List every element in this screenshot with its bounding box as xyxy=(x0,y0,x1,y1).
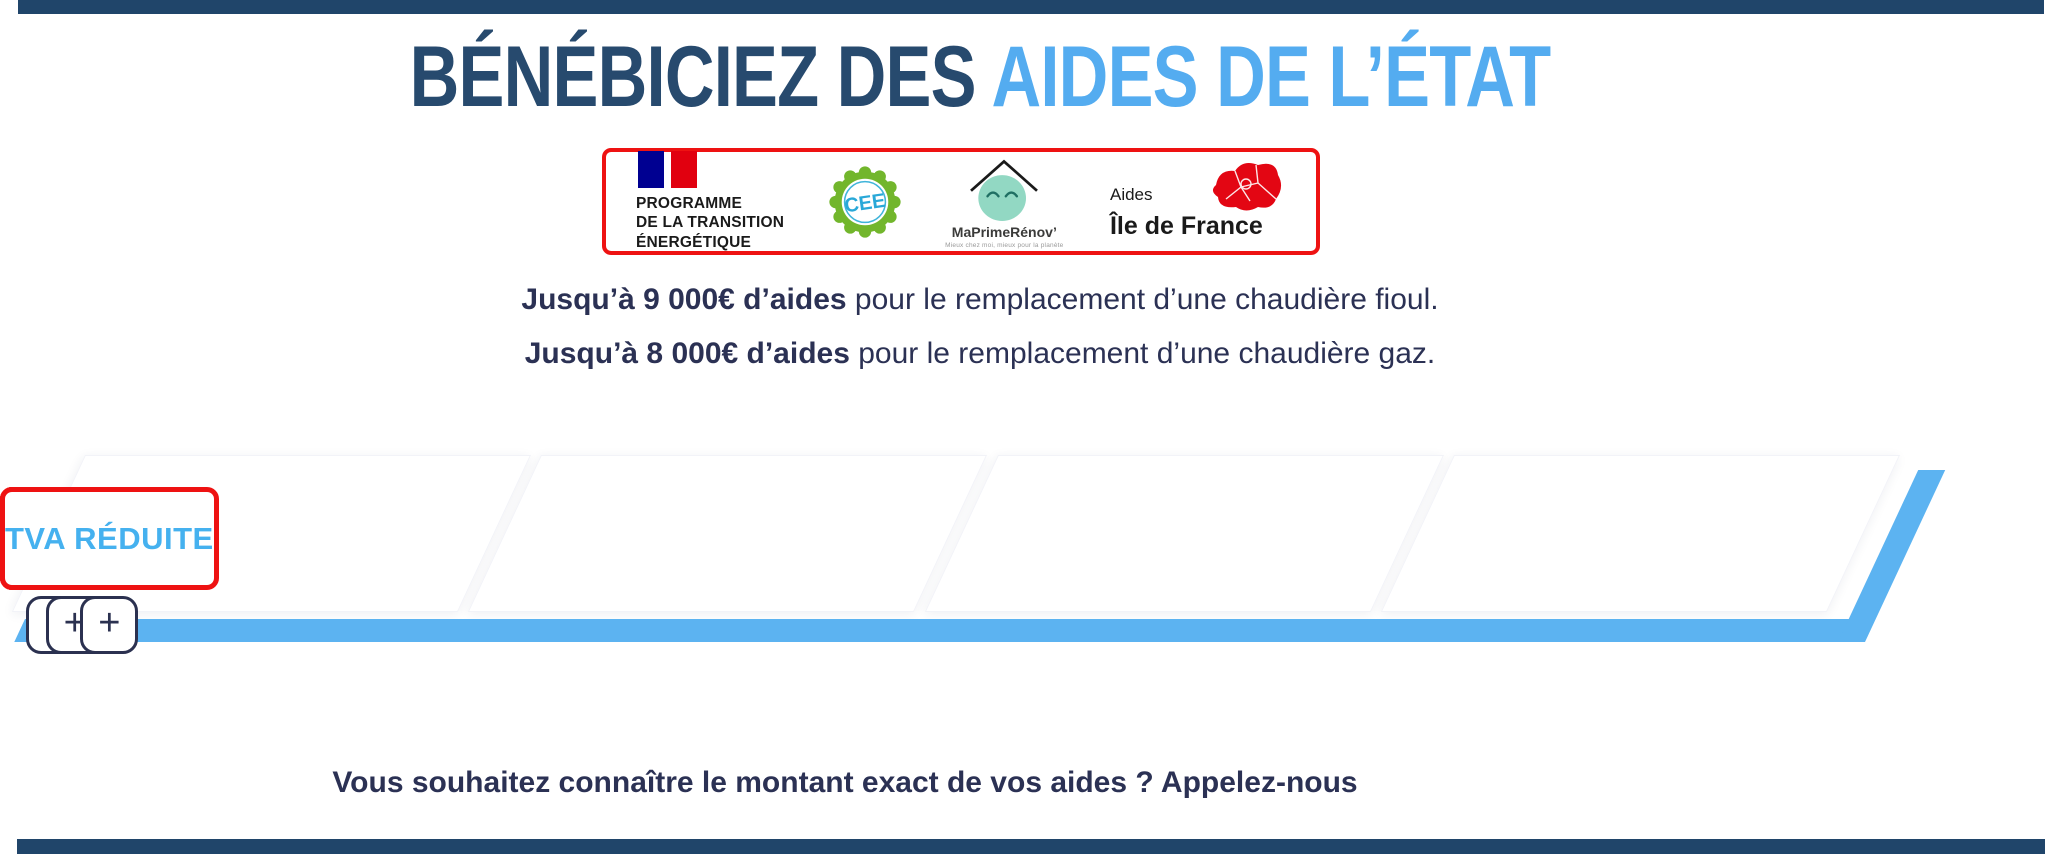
benefit-lines: Jusqu’à 9 000€ d’aides pour le remplacem… xyxy=(0,282,1960,390)
timeline-panel xyxy=(468,455,988,612)
benefit-amount: Jusqu’à 8 000€ d’aides xyxy=(524,337,850,370)
maprimerenov-mascot-icon xyxy=(970,159,1039,221)
top-border-bar xyxy=(18,0,2044,14)
partners-box: PROGRAMME DE LA TRANSITION ÉNERGÉTIQUE C… xyxy=(602,148,1320,255)
programme-transition-energetique-logo: PROGRAMME DE LA TRANSITION ÉNERGÉTIQUE xyxy=(636,150,785,252)
cta-block: Vous souhaitez connaître le montant exac… xyxy=(0,766,1690,800)
plus-icon: + xyxy=(63,602,86,644)
timeline-panel xyxy=(1380,455,1900,612)
benefit-text: pour le remplacement d’une chaudière gaz… xyxy=(849,337,1436,370)
title-part-light: AIDES DE L’ÉTAT xyxy=(991,29,1551,125)
aid-item-tva-reduite: TVA RÉDUITE + xyxy=(0,487,219,654)
timeline-panel xyxy=(924,455,1444,612)
maprimerenov-logo: MaPrimeRénov’ Mieux chez moi, mieux pour… xyxy=(945,154,1063,249)
maprimerenov-tagline: Mieux chez moi, mieux pour la planète xyxy=(945,242,1064,249)
timeline-bar xyxy=(14,619,1864,642)
cee-badge-icon: CEE xyxy=(829,165,901,238)
page-title: BÉNÉBICIEZ DES AIDES DE L’ÉTAT xyxy=(196,34,1764,120)
bottom-border-bar xyxy=(17,839,2045,854)
benefit-line-gaz: Jusqu’à 8 000€ d’aides pour le remplacem… xyxy=(0,336,1960,372)
french-flag-icon xyxy=(638,150,697,188)
aides-ile-de-france-logo: Aides Île de France xyxy=(1106,155,1286,249)
plus-icon: + xyxy=(98,602,121,644)
expand-tva-reduite-button[interactable]: + xyxy=(80,596,139,654)
timeline-panels xyxy=(11,455,1900,612)
aid-label-tva-reduite: TVA RÉDUITE xyxy=(0,487,219,590)
idf-aides-label: Aides xyxy=(1109,184,1153,204)
programme-line: ÉNERGÉTIQUE xyxy=(636,233,752,251)
cta-text: Vous souhaitez connaître le montant exac… xyxy=(332,766,1358,799)
title-part-dark: BÉNÉBICIEZ DES xyxy=(409,29,992,125)
idf-name-label: Île de France xyxy=(1109,211,1263,240)
maprimerenov-name: MaPrimeRénov’ xyxy=(951,224,1057,240)
programme-line: DE LA TRANSITION xyxy=(636,214,785,232)
benefit-amount: Jusqu’à 9 000€ d’aides xyxy=(521,283,847,316)
benefit-line-fioul: Jusqu’à 9 000€ d’aides pour le remplacem… xyxy=(0,282,1960,318)
aid-label-line: TVA RÉDUITE xyxy=(5,521,214,556)
cee-logo: CEE xyxy=(827,164,903,240)
benefit-text: pour le remplacement d’une chaudière fio… xyxy=(846,283,1439,316)
programme-line: PROGRAMME xyxy=(636,194,742,212)
ile-de-france-map-icon xyxy=(1212,162,1282,210)
